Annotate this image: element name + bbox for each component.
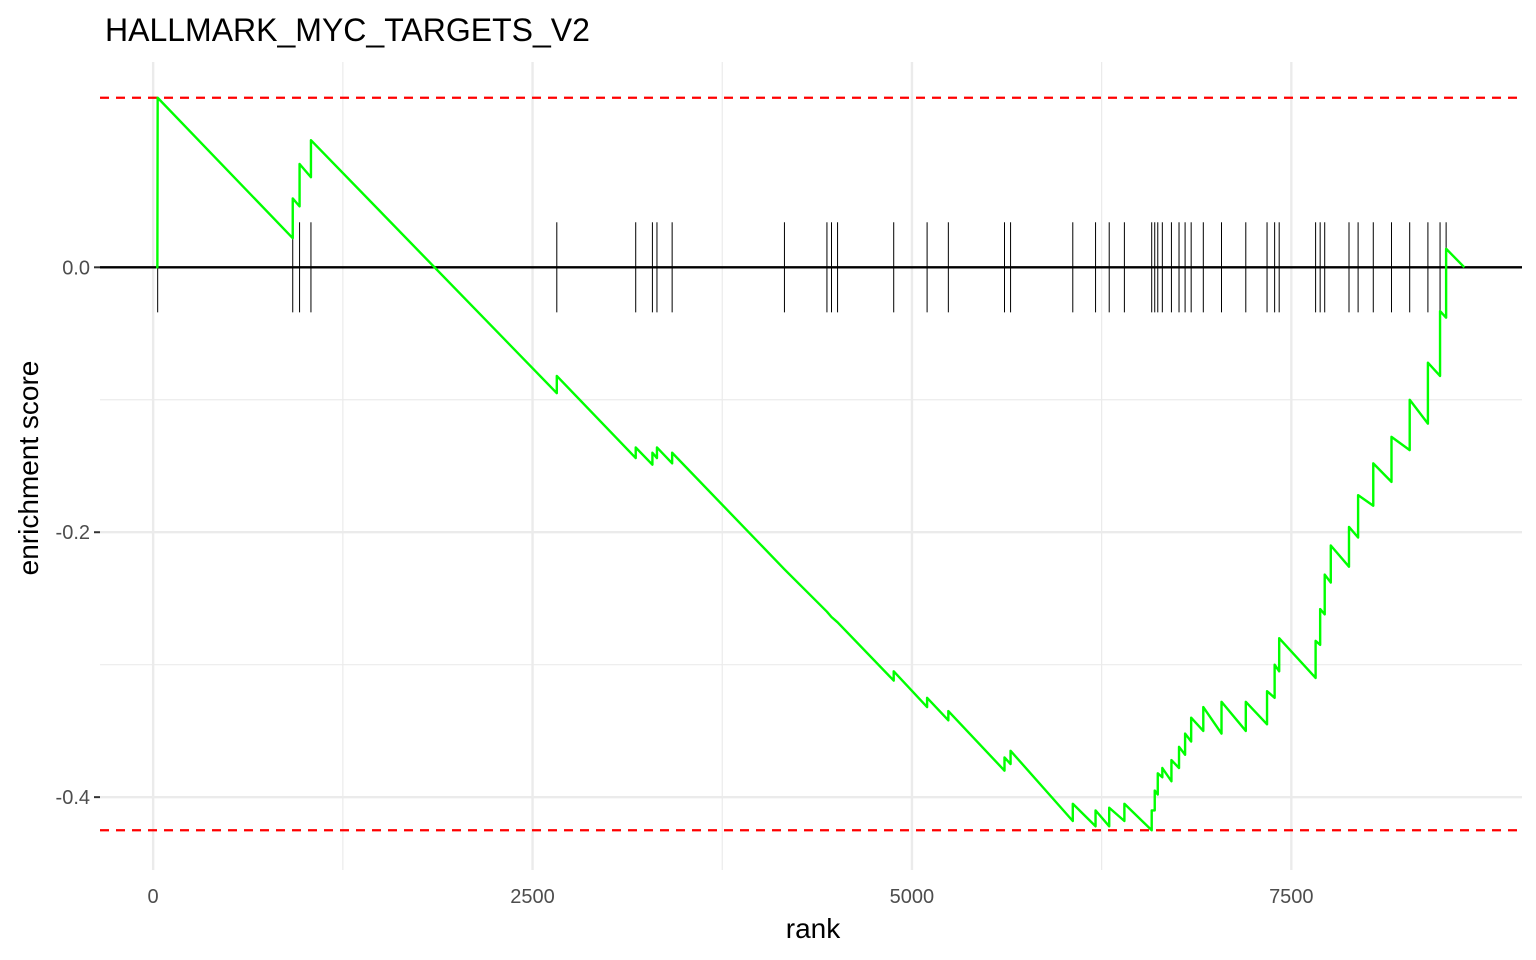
chart-title: HALLMARK_MYC_TARGETS_V2 [105, 12, 590, 48]
y-axis-title: enrichment score [13, 361, 44, 576]
gene-hit-ticks [157, 222, 1447, 313]
y-tick-label: 0.0 [62, 257, 90, 279]
x-tick-label: 5000 [890, 886, 935, 908]
x-tick-label: 0 [148, 886, 159, 908]
y-tick-label: -0.2 [56, 522, 90, 544]
enrichment-score-line [156, 96, 1466, 832]
x-tick-label: 7500 [1269, 886, 1314, 908]
grid-lines [100, 62, 1522, 870]
axis-ticks: 0 2500 5000 7500 0.0 -0.2 -0.4 [56, 257, 1314, 908]
x-axis-title: rank [786, 913, 841, 944]
running-score-curve [156, 96, 1466, 832]
x-tick-label: 2500 [510, 886, 555, 908]
reference-lines [100, 96, 1522, 832]
y-tick-label: -0.4 [56, 787, 90, 809]
